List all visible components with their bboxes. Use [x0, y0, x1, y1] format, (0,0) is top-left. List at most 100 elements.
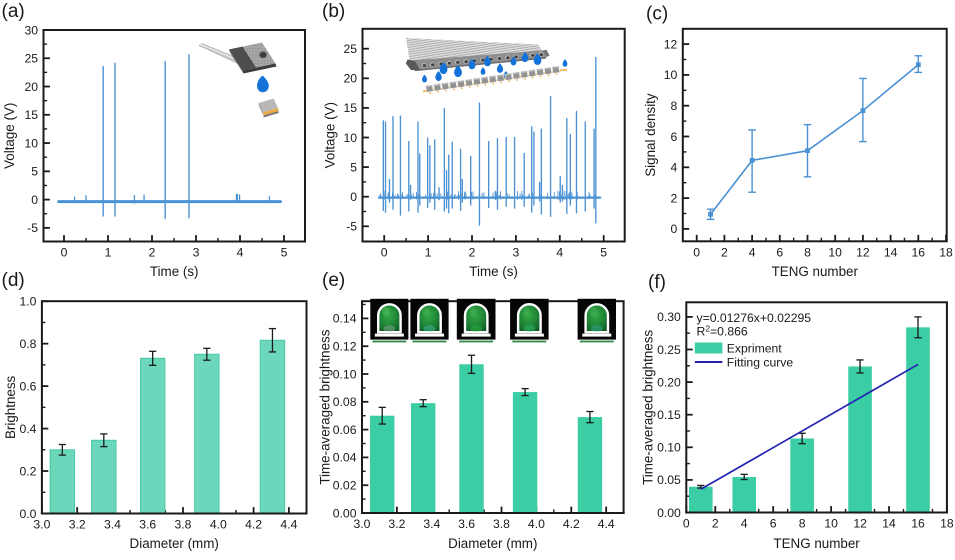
- svg-text:3: 3: [513, 246, 520, 260]
- svg-text:8: 8: [799, 517, 806, 531]
- svg-text:3.0: 3.0: [33, 518, 50, 532]
- svg-text:10: 10: [343, 131, 357, 145]
- svg-text:Voltage (V): Voltage (V): [2, 103, 17, 169]
- svg-text:5: 5: [600, 246, 607, 260]
- svg-text:4: 4: [749, 245, 756, 259]
- svg-text:Time-averaged brightness: Time-averaged brightness: [317, 329, 332, 484]
- svg-text:25: 25: [343, 42, 357, 56]
- svg-text:0.0: 0.0: [19, 507, 36, 521]
- svg-text:3.2: 3.2: [388, 517, 405, 531]
- svg-text:5: 5: [350, 160, 357, 174]
- svg-text:Time (s): Time (s): [150, 264, 199, 279]
- svg-text:15: 15: [343, 101, 357, 115]
- svg-text:TENG number: TENG number: [772, 264, 859, 279]
- svg-text:4: 4: [671, 161, 678, 175]
- svg-text:6: 6: [770, 517, 777, 531]
- svg-text:25: 25: [24, 52, 38, 66]
- svg-text:3.6: 3.6: [458, 517, 475, 531]
- svg-text:5: 5: [281, 246, 288, 260]
- svg-text:0.12: 0.12: [333, 340, 357, 354]
- svg-text:R2=0.866: R2=0.866: [697, 324, 748, 339]
- svg-text:0.00: 0.00: [657, 506, 681, 520]
- svg-text:(d): (d): [2, 270, 25, 291]
- svg-text:1: 1: [425, 246, 432, 260]
- svg-text:0: 0: [671, 222, 678, 236]
- svg-text:4.4: 4.4: [598, 517, 615, 531]
- svg-text:Time-averaged brightness: Time-averaged brightness: [641, 330, 656, 485]
- svg-text:10: 10: [824, 517, 838, 531]
- svg-text:0.6: 0.6: [19, 379, 36, 393]
- svg-text:0.10: 0.10: [333, 367, 357, 381]
- svg-text:(a): (a): [2, 1, 25, 22]
- svg-text:3: 3: [193, 246, 200, 260]
- svg-text:3.4: 3.4: [104, 518, 121, 532]
- svg-text:Fitting curve: Fitting curve: [727, 355, 794, 369]
- svg-text:(b): (b): [322, 1, 345, 22]
- svg-text:8: 8: [671, 99, 678, 113]
- svg-text:0.15: 0.15: [657, 408, 681, 422]
- svg-text:Voltage (V): Voltage (V): [323, 102, 338, 168]
- svg-text:0.10: 0.10: [657, 441, 681, 455]
- svg-text:3.4: 3.4: [423, 517, 440, 531]
- svg-text:4.4: 4.4: [280, 518, 297, 532]
- svg-text:1: 1: [105, 246, 112, 260]
- svg-text:14: 14: [884, 245, 898, 259]
- svg-text:Diameter (mm): Diameter (mm): [448, 536, 537, 551]
- svg-text:(f): (f): [648, 272, 666, 293]
- svg-text:0.25: 0.25: [657, 343, 681, 357]
- svg-text:0.08: 0.08: [333, 395, 357, 409]
- svg-text:0.8: 0.8: [19, 337, 36, 351]
- svg-text:6: 6: [671, 130, 678, 144]
- svg-text:30: 30: [24, 23, 38, 37]
- svg-text:(e): (e): [322, 270, 345, 291]
- svg-text:6: 6: [776, 245, 783, 259]
- svg-text:0.2: 0.2: [19, 464, 36, 478]
- svg-text:Time (s): Time (s): [469, 264, 518, 279]
- svg-text:4.0: 4.0: [210, 518, 227, 532]
- svg-text:4: 4: [237, 246, 244, 260]
- svg-text:16: 16: [912, 245, 926, 259]
- svg-text:5: 5: [31, 165, 38, 179]
- svg-text:3.2: 3.2: [69, 518, 86, 532]
- svg-text:0: 0: [31, 193, 38, 207]
- svg-text:12: 12: [856, 245, 870, 259]
- svg-text:20: 20: [24, 80, 38, 94]
- svg-text:3.8: 3.8: [175, 518, 192, 532]
- svg-text:0.4: 0.4: [19, 422, 36, 436]
- svg-text:20: 20: [343, 72, 357, 86]
- svg-text:0.02: 0.02: [333, 479, 357, 493]
- svg-text:4.2: 4.2: [245, 518, 262, 532]
- svg-text:2: 2: [671, 191, 678, 205]
- svg-text:0: 0: [693, 245, 700, 259]
- svg-text:3.8: 3.8: [493, 517, 510, 531]
- svg-text:0.04: 0.04: [333, 451, 357, 465]
- svg-text:10: 10: [664, 68, 678, 82]
- svg-text:12: 12: [853, 517, 867, 531]
- svg-text:0.00: 0.00: [333, 506, 357, 520]
- svg-text:TENG number: TENG number: [773, 536, 860, 551]
- svg-text:4.0: 4.0: [528, 517, 545, 531]
- svg-text:Signal density: Signal density: [643, 93, 658, 177]
- svg-text:Brightness: Brightness: [3, 375, 18, 439]
- svg-text:0.06: 0.06: [333, 423, 357, 437]
- svg-text:(c): (c): [646, 4, 668, 25]
- svg-text:0: 0: [381, 246, 388, 260]
- svg-text:0: 0: [683, 517, 690, 531]
- svg-text:0: 0: [61, 246, 68, 260]
- svg-text:Expriment: Expriment: [727, 341, 782, 355]
- svg-text:10: 10: [828, 245, 842, 259]
- svg-text:15: 15: [24, 108, 38, 122]
- svg-text:12: 12: [664, 37, 678, 51]
- svg-text:16: 16: [911, 517, 925, 531]
- svg-text:0.30: 0.30: [657, 310, 681, 324]
- svg-text:y=0.01276x+0.02295: y=0.01276x+0.02295: [697, 311, 812, 325]
- svg-text:0.05: 0.05: [657, 473, 681, 487]
- svg-text:2: 2: [469, 246, 476, 260]
- svg-text:0: 0: [350, 190, 357, 204]
- svg-text:2: 2: [712, 517, 719, 531]
- svg-text:14: 14: [882, 517, 896, 531]
- svg-text:3.0: 3.0: [354, 517, 371, 531]
- svg-text:8: 8: [804, 245, 811, 259]
- svg-text:4.2: 4.2: [563, 517, 580, 531]
- svg-text:2: 2: [721, 245, 728, 259]
